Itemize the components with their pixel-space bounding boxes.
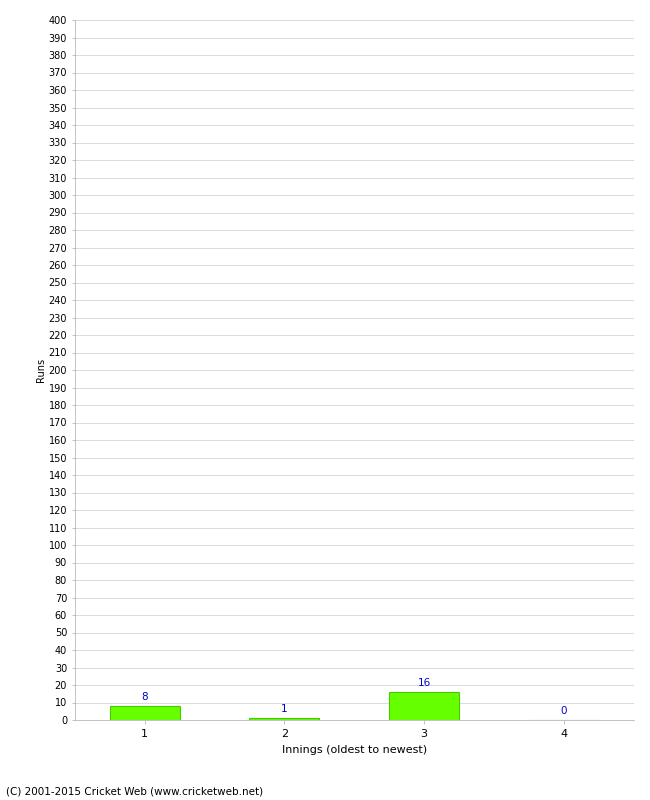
Text: 16: 16 (417, 678, 431, 688)
Bar (110, 706, 179, 720)
Text: 0: 0 (560, 706, 567, 716)
Y-axis label: Runs: Runs (36, 358, 46, 382)
Text: 1: 1 (281, 704, 288, 714)
Bar (389, 692, 459, 720)
Bar (250, 718, 319, 720)
Text: (C) 2001-2015 Cricket Web (www.cricketweb.net): (C) 2001-2015 Cricket Web (www.cricketwe… (6, 786, 264, 796)
X-axis label: Innings (oldest to newest): Innings (oldest to newest) (281, 745, 427, 754)
Text: 8: 8 (141, 692, 148, 702)
